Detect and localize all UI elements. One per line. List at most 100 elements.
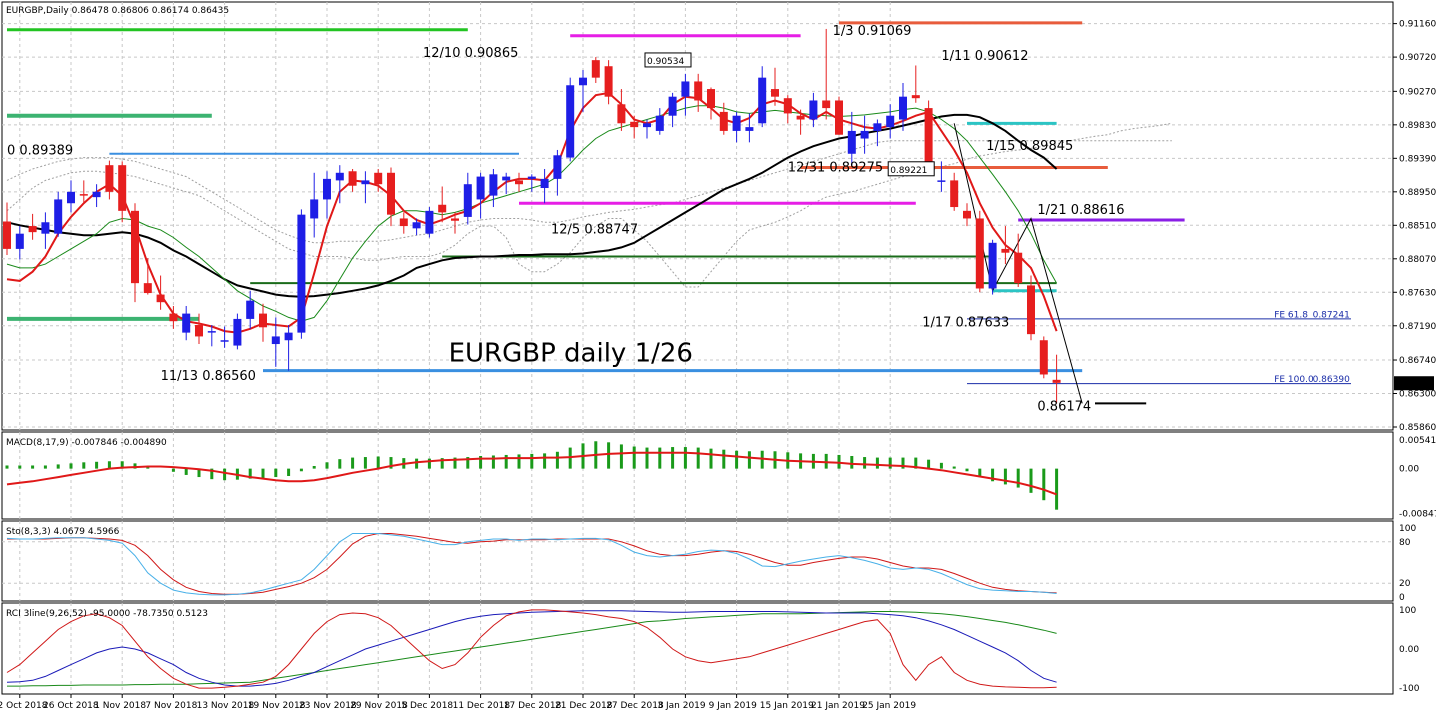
rci-short-line [6, 609, 1057, 689]
candle-body [847, 130, 856, 154]
rci-mid-line [6, 610, 1057, 687]
date-tick-label: 23 Nov 2018 [299, 701, 357, 711]
candle-body [131, 210, 139, 284]
chart-annotation: FE 100.0 [1274, 375, 1314, 385]
candle-body [937, 180, 946, 182]
candle-body [476, 176, 485, 200]
candle-body [924, 108, 933, 169]
candle-body [195, 325, 203, 337]
candle-body [323, 178, 331, 200]
candle-body [233, 318, 242, 346]
candle-body [284, 332, 293, 341]
chart-annotation: 0 0.89389 [7, 144, 73, 159]
rci-tick-label: -100 [1399, 684, 1420, 694]
chart-annotation: 1/15 0.89845 [986, 139, 1073, 154]
candle-body [950, 180, 959, 208]
rci-tick-label: 0.00 [1399, 645, 1419, 655]
candle-body [105, 165, 114, 192]
zigzag-line [953, 123, 1083, 404]
boxed-label-frame [887, 161, 935, 177]
candle-body [591, 60, 600, 78]
date-tick-label: 21 Jan 2019 [811, 701, 865, 711]
candle-body [719, 111, 728, 131]
date-tick-label: 13 Nov 2018 [197, 701, 255, 711]
candle-body [169, 313, 178, 322]
rci-header: RCI 3line(9,26,52) -95.0000 -78.7350 0.5… [6, 609, 208, 619]
candle-body [310, 199, 319, 219]
sto-tick-label: 80 [1399, 538, 1411, 548]
chart-annotation: 12/5 0.88747 [551, 223, 638, 238]
price-tick-label: 0.89390 [1399, 154, 1436, 164]
candle-body [835, 100, 843, 135]
chart-annotation: 1/11 0.90612 [941, 49, 1028, 64]
candle-body [15, 233, 24, 249]
candle-body [425, 210, 434, 234]
candle-body [860, 130, 869, 139]
macd-panel [1, 431, 1394, 520]
sto-signal-line [7, 533, 1057, 595]
candle-body [182, 313, 191, 333]
candle-body [438, 204, 447, 213]
date-tick-label: 22 Oct 2018 [0, 701, 48, 711]
candle-body [348, 171, 357, 186]
date-tick-label: 26 Oct 2018 [43, 701, 99, 711]
candle-body [118, 165, 127, 211]
candle-body [54, 199, 63, 234]
candle-body [783, 98, 792, 114]
candle-body [694, 81, 703, 101]
candle-body [758, 77, 767, 124]
sto-tick-label: 20 [1399, 579, 1411, 589]
candle-body [374, 172, 383, 185]
chart-annotation: 0.86390 [1313, 375, 1350, 385]
candle-body [643, 123, 651, 128]
price-tick-label: 0.86740 [1399, 356, 1436, 366]
price-tick-label: 0.88510 [1399, 221, 1436, 231]
candle-body [1039, 340, 1048, 375]
candle-body [335, 172, 344, 181]
candle-body [681, 81, 690, 97]
candle-body [41, 222, 50, 234]
price-tick-label: 0.87630 [1399, 288, 1436, 298]
candle-body [655, 115, 664, 131]
current-price-label: 0.86435 [1397, 379, 1434, 389]
boxed-label: 0.89221 [890, 166, 927, 176]
candle-body [207, 331, 216, 333]
chart-annotation: 0.87241 [1313, 310, 1350, 320]
candle-body [617, 104, 626, 124]
candle-body [515, 180, 523, 185]
candle-body [809, 100, 818, 120]
candle-body [732, 115, 741, 131]
rci-long-line [7, 611, 1057, 687]
macd-tick-label: -0.008478 [1399, 509, 1436, 519]
candle-body [489, 174, 498, 196]
price-tick-label: 0.88950 [1399, 188, 1436, 198]
price-tick-label: 0.88070 [1399, 255, 1436, 265]
candle-body [963, 210, 971, 219]
date-tick-label: 7 Nov 2018 [145, 701, 197, 711]
current-price-tag [1394, 376, 1434, 391]
boxed-label: 0.90534 [647, 57, 684, 67]
chart-annotation: FE 61.8 [1274, 310, 1308, 320]
price-tick-label: 0.90270 [1399, 87, 1436, 97]
candle-body [156, 294, 165, 303]
chart-annotation: 1/21 0.88616 [1037, 203, 1124, 218]
candle-body [67, 191, 75, 204]
candle-body [540, 178, 549, 189]
candle-body [1052, 379, 1061, 383]
date-tick-label: 5 Dec 2018 [401, 701, 453, 711]
candle-body [1027, 285, 1035, 335]
main-panel [1, 1, 1394, 431]
candle-body [975, 218, 984, 289]
chart-annotation: 12/10 0.90865 [423, 46, 518, 61]
candle-body [1001, 248, 1010, 253]
ichimoku-span-a [6, 122, 1172, 288]
candle-body [220, 340, 229, 342]
chart-annotation: 0.86174 [1037, 399, 1091, 414]
candle-body [668, 96, 677, 116]
price-tick-label: 0.90720 [1399, 53, 1436, 63]
macd-header: MACD(8,17,9) -0.007846 -0.004890 [6, 438, 167, 448]
chart-annotation: 1/17 0.87633 [922, 316, 1009, 331]
candle-body [911, 95, 920, 99]
candle-body [3, 221, 11, 249]
date-tick-label: 11 Dec 2018 [453, 701, 511, 711]
